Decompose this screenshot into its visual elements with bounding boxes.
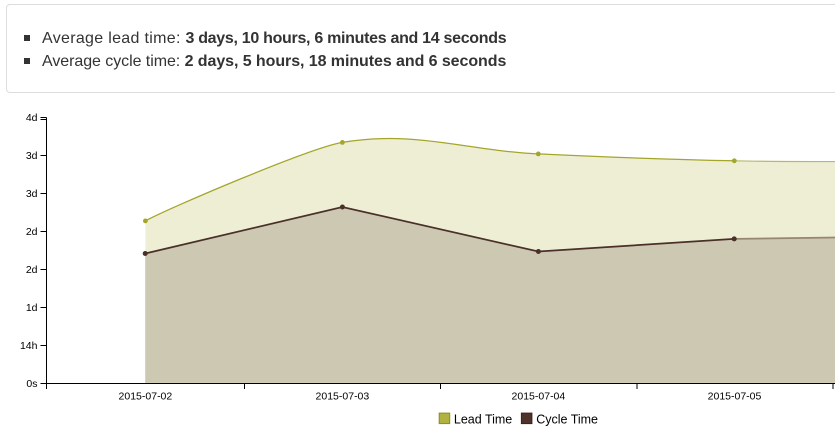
svg-text:2015-07-02: 2015-07-02 xyxy=(119,390,173,402)
svg-text:1d: 1d xyxy=(26,302,38,314)
svg-text:Lead Time: Lead Time xyxy=(454,412,512,426)
svg-text:14h: 14h xyxy=(20,340,38,352)
svg-text:3d: 3d xyxy=(26,150,38,162)
svg-text:2d: 2d xyxy=(26,264,38,276)
svg-text:3d: 3d xyxy=(26,188,38,200)
svg-text:2015-07-03: 2015-07-03 xyxy=(316,390,370,402)
svg-text:Cycle Time: Cycle Time xyxy=(536,412,598,426)
svg-text:4d: 4d xyxy=(26,112,38,124)
svg-text:0s: 0s xyxy=(26,378,37,390)
svg-text:2015-07-05: 2015-07-05 xyxy=(708,390,762,402)
svg-text:2d: 2d xyxy=(26,226,38,238)
svg-text:2015-07-04: 2015-07-04 xyxy=(512,390,566,402)
